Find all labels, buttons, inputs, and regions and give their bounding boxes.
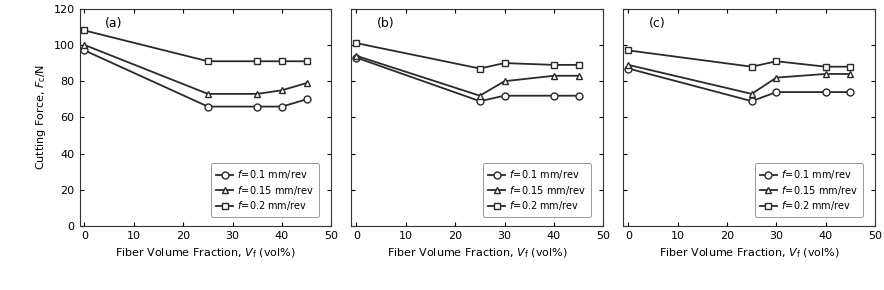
Legend: $f\!=\!0.1$ mm/rev, $f\!=\!0.15$ mm/rev, $f\!=\!0.2$ mm/rev: $f\!=\!0.1$ mm/rev, $f\!=\!0.15$ mm/rev,… xyxy=(211,163,319,217)
Legend: $f\!=\!0.1$ mm/rev, $f\!=\!0.15$ mm/rev, $f\!=\!0.2$ mm/rev: $f\!=\!0.1$ mm/rev, $f\!=\!0.15$ mm/rev,… xyxy=(755,163,863,217)
Legend: $f\!=\!0.1$ mm/rev, $f\!=\!0.15$ mm/rev, $f\!=\!0.2$ mm/rev: $f\!=\!0.1$ mm/rev, $f\!=\!0.15$ mm/rev,… xyxy=(483,163,591,217)
X-axis label: Fiber Volume Fraction, $\mathit{V}_\mathrm{f}$ (vol%): Fiber Volume Fraction, $\mathit{V}_\math… xyxy=(659,246,840,260)
X-axis label: Fiber Volume Fraction, $\mathit{V}_\mathrm{f}$ (vol%): Fiber Volume Fraction, $\mathit{V}_\math… xyxy=(387,246,568,260)
Y-axis label: Cutting Force, $F_\mathrm{c}$/N: Cutting Force, $F_\mathrm{c}$/N xyxy=(34,64,48,171)
Text: (a): (a) xyxy=(104,17,122,30)
Text: (b): (b) xyxy=(377,17,394,30)
X-axis label: Fiber Volume Fraction, $\mathit{V}_\mathrm{f}$ (vol%): Fiber Volume Fraction, $\mathit{V}_\math… xyxy=(115,246,296,260)
Text: (c): (c) xyxy=(649,17,666,30)
